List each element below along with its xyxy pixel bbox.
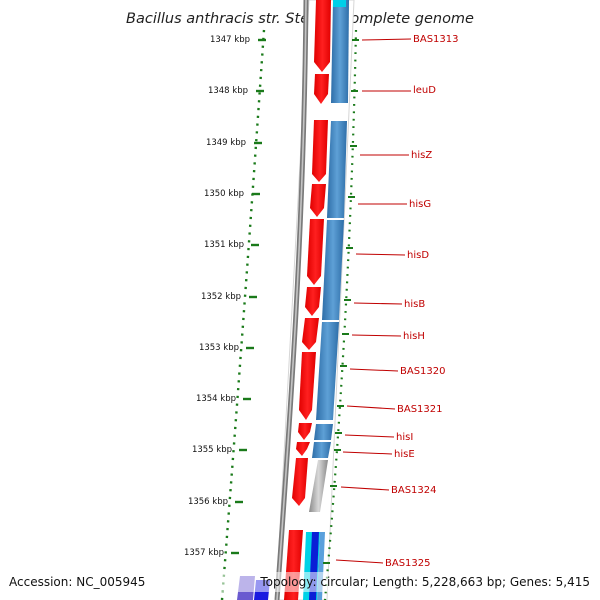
gene-leader: [342, 451, 393, 455]
blue-segment: [322, 220, 344, 320]
kbp-label: 1349 kbp: [206, 138, 246, 148]
kbp-label: 1352 kbp: [201, 292, 241, 302]
outer-dotted-ring: [220, 29, 266, 600]
gene-leader: [344, 434, 395, 438]
gene-labels: BAS1313 leuD hisZ hisG hisD hisB hisH BA…: [385, 34, 459, 569]
gene-label[interactable]: hisB: [404, 299, 425, 310]
cds-arrow: [307, 219, 324, 285]
gene-label[interactable]: hisI: [396, 432, 413, 443]
gene-label[interactable]: hisD: [407, 250, 429, 261]
kbp-labels: 1347 kbp 1348 kbp 1349 kbp 1350 kbp 1351…: [184, 35, 250, 558]
cds-arrow: [302, 318, 319, 350]
topology-text: Topology: circular; Length: 5,228,663 bp…: [259, 575, 590, 589]
cds-arrow: [299, 352, 316, 420]
kbp-label: 1355 kbp: [192, 445, 232, 455]
accession-text: Accession: NC_005945: [9, 575, 145, 589]
kbp-label: 1357 kbp: [184, 548, 224, 558]
gene-label[interactable]: BAS1313: [413, 34, 459, 45]
gene-label[interactable]: leuD: [413, 85, 436, 96]
gene-leader-lines: [335, 38, 412, 564]
gene-leader: [349, 368, 399, 372]
cds-arrow: [314, 0, 331, 72]
cds-arrow: [292, 458, 308, 506]
kbp-label: 1353 kbp: [199, 343, 239, 353]
gene-leader: [346, 405, 396, 410]
gene-label[interactable]: BAS1324: [391, 485, 437, 496]
grey-segment: [309, 460, 328, 512]
map-title: Bacillus anthracis str. Sterne, complete…: [126, 11, 474, 27]
gene-label[interactable]: hisE: [394, 449, 415, 460]
gene-label[interactable]: hisG: [409, 199, 431, 210]
cds-arrow: [312, 120, 328, 182]
kbp-label: 1347 kbp: [210, 35, 250, 45]
kbp-label: 1356 kbp: [188, 497, 228, 507]
inner-tick-marks: [323, 39, 359, 564]
gene-leader: [340, 486, 390, 491]
kbp-label: 1354 kbp: [196, 394, 236, 404]
cds-arrow: [314, 74, 329, 104]
kbp-tick-marks: [231, 38, 266, 555]
blue-segment: [316, 322, 339, 420]
footer-band: [0, 572, 600, 592]
kbp-label: 1348 kbp: [208, 86, 248, 96]
blue-segment: [327, 121, 347, 218]
kbp-label: 1351 kbp: [204, 240, 244, 250]
cds-arrow: [296, 442, 310, 456]
gene-label[interactable]: hisZ: [411, 150, 432, 161]
kbp-label: 1350 kbp: [204, 189, 244, 199]
blue-segment: [331, 0, 349, 103]
gene-label[interactable]: BAS1321: [397, 404, 443, 415]
gene-leader: [355, 253, 406, 256]
reverse-strand-track: [309, 0, 349, 512]
gene-leader: [361, 38, 412, 41]
cds-arrow: [310, 184, 326, 217]
gene-leader: [335, 559, 384, 564]
gene-leader: [353, 302, 403, 305]
gene-label[interactable]: BAS1325: [385, 558, 431, 569]
cds-arrow: [298, 423, 312, 440]
gene-label[interactable]: hisH: [403, 331, 425, 342]
gene-leader: [351, 334, 402, 337]
cds-arrow: [305, 287, 321, 316]
forward-strand-track: [284, 0, 331, 600]
gene-label[interactable]: BAS1320: [400, 366, 446, 377]
